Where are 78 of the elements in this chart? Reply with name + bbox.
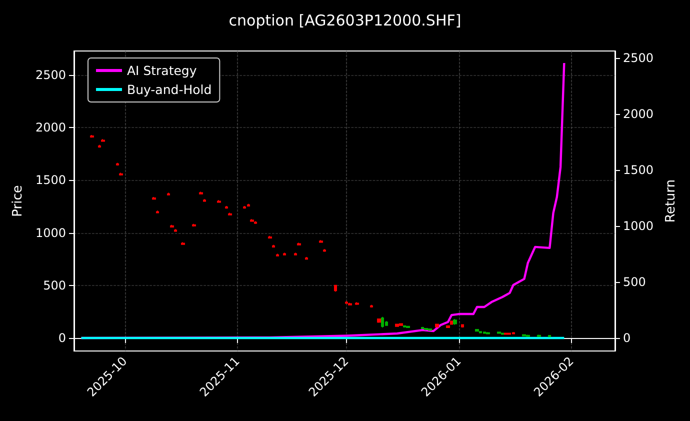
y2-tick-label: 2500: [623, 50, 654, 65]
y-axis-title: Price: [10, 185, 26, 217]
candlestick: [272, 244, 275, 248]
y-tick-label: 2500: [35, 68, 66, 82]
candlestick: [254, 220, 257, 224]
y2-tick-label: 1500: [623, 162, 654, 177]
candlestick: [483, 331, 486, 334]
candlestick: [421, 326, 424, 330]
candlestick: [446, 324, 450, 328]
y-tick-label: 2000: [35, 120, 66, 135]
candlestick: [395, 323, 399, 328]
candlestick: [323, 248, 326, 252]
candlestick: [479, 330, 482, 334]
candlestick: [170, 224, 174, 228]
candlestick: [294, 252, 297, 256]
y2-tick-label: 500: [623, 274, 646, 289]
legend-label: AI Strategy: [127, 63, 198, 78]
candlestick: [276, 253, 279, 257]
candlestick: [101, 138, 105, 142]
y-tick-label: 0: [58, 330, 66, 345]
y-tick-label: 1500: [35, 173, 66, 188]
candlestick: [381, 316, 384, 328]
candlestick: [247, 203, 250, 207]
y2-tick-label: 0: [623, 331, 631, 346]
candlestick: [526, 334, 530, 338]
candlestick: [428, 328, 432, 332]
candlestick: [475, 328, 479, 332]
y-tick-label: 1000: [35, 226, 66, 240]
candlestick: [192, 223, 196, 227]
candlestick: [548, 334, 551, 338]
candlestick: [334, 284, 337, 292]
candlestick: [377, 318, 381, 324]
y2-tick-label: 1000: [623, 218, 654, 233]
candlestick: [497, 331, 501, 334]
candlestick: [156, 210, 159, 214]
candlestick: [345, 300, 348, 304]
candlestick: [385, 320, 388, 326]
candlestick: [370, 304, 373, 308]
candlestick: [167, 192, 170, 196]
candlestick: [243, 205, 246, 210]
candlestick: [283, 252, 286, 256]
candlestick: [297, 242, 301, 246]
candlestick: [116, 162, 119, 166]
candlestick: [450, 320, 453, 326]
candlestick: [537, 334, 541, 338]
candlestick: [98, 144, 101, 148]
candlestick: [486, 332, 490, 335]
candlestick: [174, 228, 177, 232]
candlestick: [250, 218, 254, 222]
y2-axis-title: Return: [663, 179, 678, 223]
candlestick: [152, 196, 156, 200]
candlestick: [305, 256, 308, 260]
candlestick: [424, 327, 428, 331]
y-tick-label: 500: [43, 278, 66, 292]
candlestick: [406, 325, 410, 328]
candlestick: [435, 323, 439, 328]
candlestick: [453, 318, 457, 326]
candlestick: [90, 134, 94, 138]
candlestick: [181, 242, 185, 246]
candlestick: [217, 200, 221, 204]
candlestick: [228, 212, 232, 216]
candlestick: [268, 235, 272, 240]
chart-title: cnoption [AG2603P12000.SHF]: [228, 12, 462, 30]
candlestick: [225, 205, 228, 210]
candlestick: [403, 324, 406, 328]
candlestick: [348, 302, 352, 306]
candlestick: [512, 332, 515, 335]
y2-tick-label: 2000: [623, 106, 654, 121]
candlestick: [199, 191, 203, 195]
candlestick: [522, 334, 526, 337]
legend-label: Buy-and-Hold: [127, 82, 212, 97]
candlestick: [119, 172, 123, 176]
candlestick: [355, 302, 359, 306]
candlestick: [399, 322, 403, 326]
candlestick: [319, 240, 323, 244]
candlestick: [504, 332, 508, 336]
candlestick: [203, 198, 206, 202]
candlestick: [461, 324, 464, 328]
